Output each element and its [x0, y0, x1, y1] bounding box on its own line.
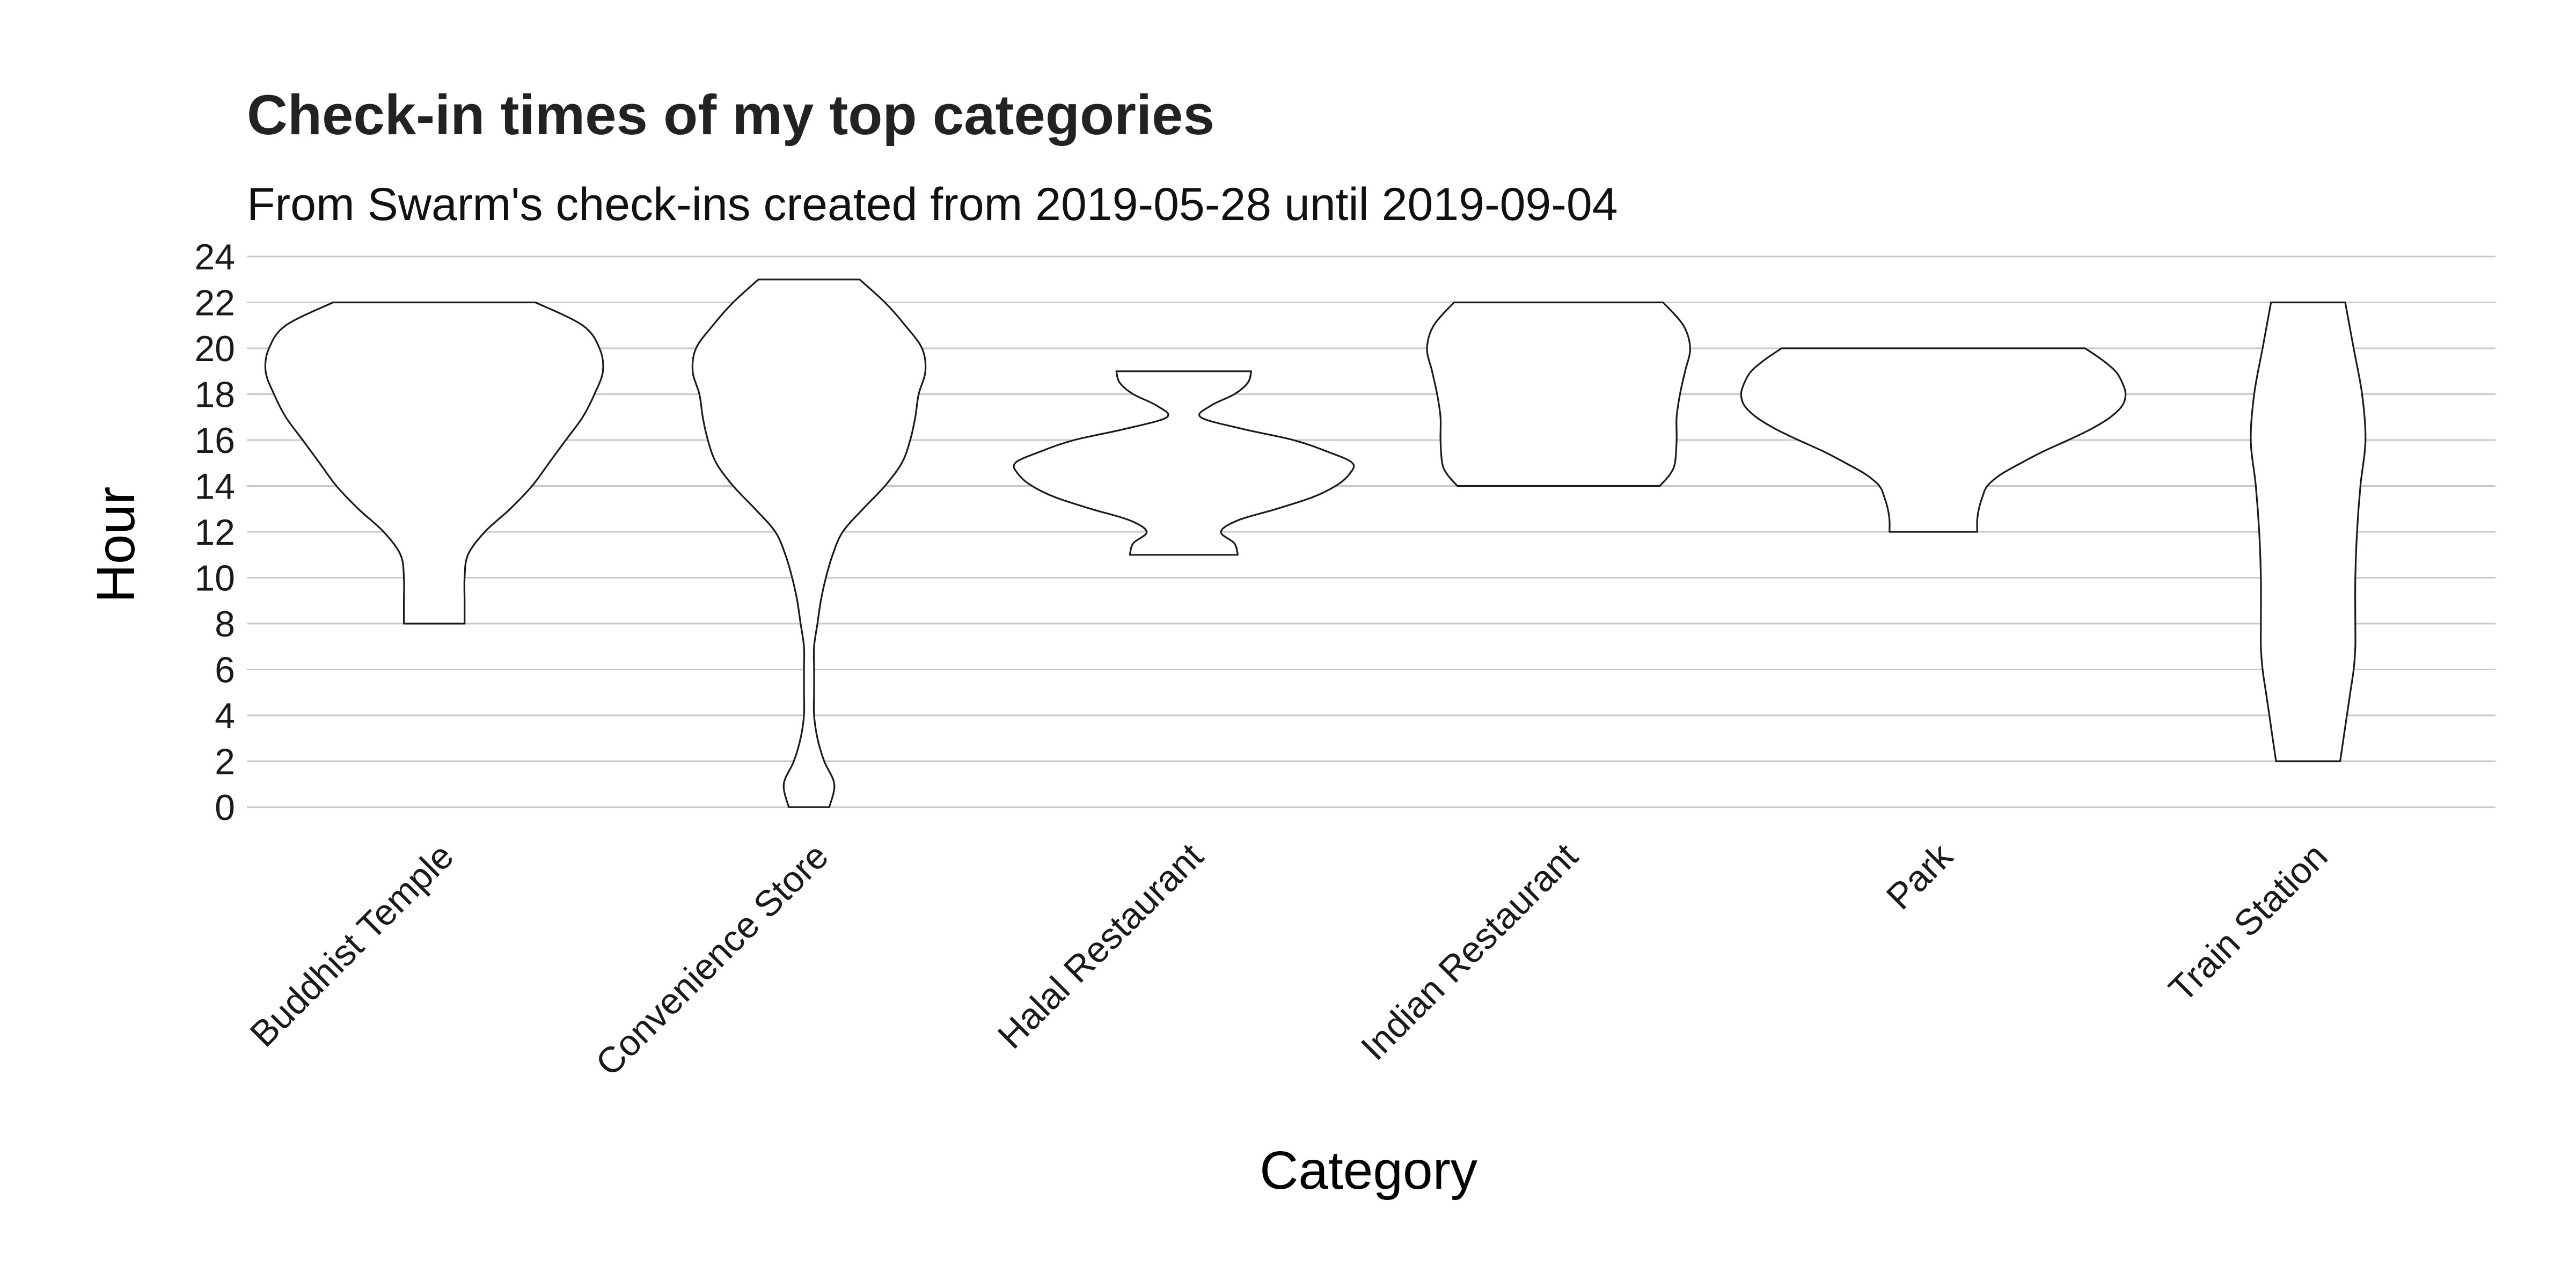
y-tick-label: 16	[194, 420, 235, 461]
y-tick-label: 6	[215, 650, 235, 691]
y-tick-label: 4	[215, 696, 235, 736]
violin-buddhist-temple	[264, 301, 604, 625]
y-tick-label: 18	[194, 375, 235, 415]
y-tick-label: 12	[194, 512, 235, 553]
x-axis-title: Category	[1260, 1140, 1477, 1201]
violin-halal-restaurant	[1013, 370, 1355, 556]
violin-park	[1740, 347, 2127, 533]
violin-indian-restaurant	[1426, 301, 1691, 487]
violin-convenience-store	[691, 279, 927, 808]
y-tick-label: 20	[194, 328, 235, 369]
y-axis-title: Hour	[86, 487, 146, 603]
y-tick-label: 2	[215, 742, 235, 782]
y-tick-label: 22	[194, 283, 235, 324]
violins	[264, 279, 2367, 808]
y-tick-label: 8	[215, 604, 235, 645]
y-tick-label: 14	[194, 466, 235, 507]
chart-title: Check-in times of my top categories	[247, 84, 1214, 147]
y-tick-label: 10	[194, 558, 235, 599]
y-tick-label: 0	[215, 787, 235, 828]
chart-subtitle: From Swarm's check-ins created from 2019…	[247, 179, 1618, 230]
y-tick-label: 24	[194, 237, 235, 277]
violin-train-station	[2250, 301, 2367, 763]
